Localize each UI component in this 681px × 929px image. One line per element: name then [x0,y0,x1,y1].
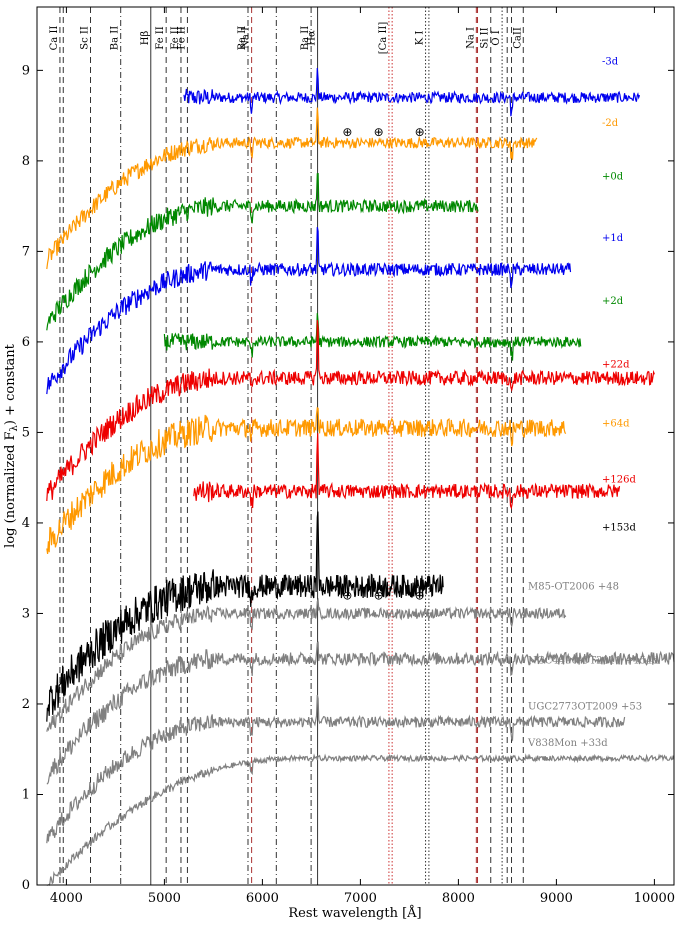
line-id-label-19: Si II [480,27,491,48]
x-tick-label-3: 7000 [344,891,377,906]
y-tick-label-0: 0 [22,878,30,893]
x-tick-label-4: 8000 [442,891,475,906]
series-11 [46,694,626,844]
series-label-4: +2d [602,296,624,307]
line-id-label-6: Fe II [170,26,181,49]
series-2 [46,173,479,331]
series-10 [46,641,675,785]
series-label-12: V838Mon +33d [527,738,608,749]
series-label-5: +22d [602,360,630,371]
spectra-series-layer [46,67,675,886]
series-12 [46,753,675,886]
series-label-6: +64d [602,418,630,429]
telluric-marker-layer: ⊕ ⊕ ⊕ ⊕ ⊕ ⊕ [342,125,424,602]
series-label-8: +153d [602,522,636,533]
y-tick-label-4: 4 [22,516,30,531]
series-8 [46,511,444,722]
telluric-marker-3: ⊕ [342,588,352,602]
series-5 [46,320,655,502]
y-axis-title-tail: ) + constant [3,343,18,425]
x-tick-label-0: 4000 [50,891,83,906]
axis-ticks: 4000 5000 6000 7000 8000 9000 10000 0 1 2 3 4 5 6 7 8 9 [22,7,675,906]
line-id-label-5: Fe II [155,26,166,49]
y-axis-title-main: log (normalized F [3,431,18,547]
line-id-label-11: Ba II [300,26,311,50]
y-tick-label-9: 9 [22,63,30,78]
x-tick-label-1: 5000 [148,891,181,906]
line-id-label-2: Sc II [80,26,91,50]
telluric-marker-2: ⊕ [415,125,425,139]
series-1 [46,107,538,270]
line-id-label-13: [Ca II] [378,22,389,55]
y-tick-label-7: 7 [22,244,30,259]
series-label-10: NGC4490-OT2011 +154d [528,656,659,667]
series-7 [193,433,621,510]
series-label-11: UGC2773OT2009 +53 [528,702,642,713]
series-label-1: -2d [602,118,619,129]
y-tick-label-6: 6 [22,335,30,350]
x-tick-label-2: 6000 [246,891,279,906]
line-id-label-4: Hβ [140,31,151,46]
line-id-label-17: Na I [465,27,476,49]
series-4 [163,313,582,361]
y-axis-title: log (normalized Fλ) + constant [3,343,20,547]
line-id-label-7: Fe II [176,26,187,49]
series-0 [183,67,641,117]
plot-frame [36,6,675,886]
series-label-2: +0d [602,171,624,182]
series-label-0: -3d [602,56,619,67]
y-tick-label-8: 8 [22,154,30,169]
y-axis-title-sub: λ [9,424,20,431]
x-tick-label-6: 10000 [634,891,675,906]
line-id-label-3: Ba II [110,26,121,50]
y-tick-label-3: 3 [22,606,30,621]
series-label-layer: -3d -2d +0d +1d +2d +22d +64d +126d +153d M85-OT2… [527,56,659,749]
telluric-marker-1: ⊕ [374,125,384,139]
y-tick-label-5: 5 [22,425,30,440]
line-id-label-15: K I [415,31,426,46]
telluric-marker-4: ⊕ [374,588,384,602]
series-label-7: +126d [602,474,636,485]
series-6 [46,406,567,554]
series-9 [46,597,567,732]
line-id-label-20: O I [491,30,502,45]
y-tick-label-2: 2 [22,697,30,712]
line-id-label-0: Ca II [49,26,60,51]
telluric-marker-5: ⊕ [415,588,425,602]
series-3 [46,226,572,395]
line-id-label-12: Hα [307,30,318,46]
line-id-label-9: Na I [241,27,252,49]
line-id-label-23: CaII [512,27,523,49]
telluric-marker-0: ⊕ [342,125,352,139]
y-tick-label-1: 1 [22,787,30,802]
series-label-9: M85-OT2006 +48 [528,581,619,592]
line-id-label-8: Ba II [237,26,248,50]
series-label-3: +1d [602,233,624,244]
x-axis-title: Rest wavelength [Å] [288,905,421,921]
x-tick-label-5: 9000 [540,891,573,906]
